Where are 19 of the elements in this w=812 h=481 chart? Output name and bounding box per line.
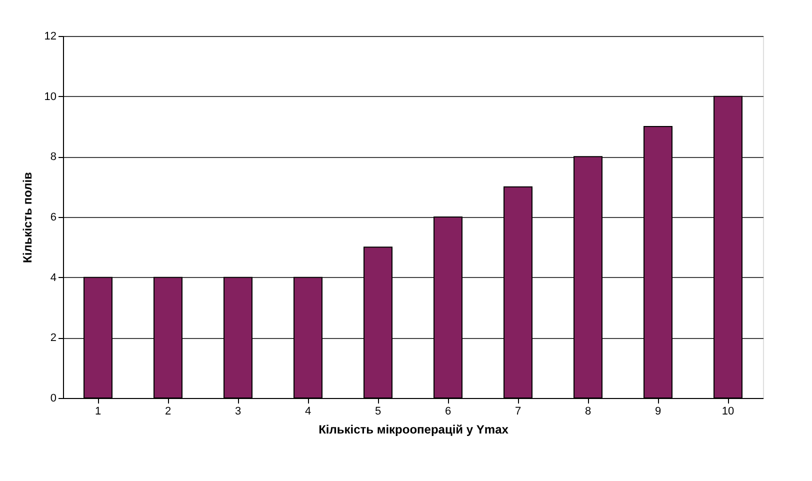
y-tick-label: 0 <box>50 392 56 404</box>
y-tick-label: 4 <box>50 272 56 284</box>
y-tick-label: 8 <box>50 151 56 164</box>
x-tick-label: 5 <box>374 406 382 418</box>
y-tick-label: 2 <box>50 332 56 344</box>
x-axis-title: Кількість мікрооперацій у Ymax <box>318 422 509 436</box>
x-tick-label: 10 <box>722 406 734 418</box>
y-tick-label: 12 <box>44 30 56 42</box>
x-tick-label: 7 <box>514 406 522 418</box>
x-tick-label: 2 <box>164 406 172 418</box>
x-tick-label: 9 <box>654 406 662 418</box>
y-tick-label: 10 <box>44 90 56 103</box>
x-tick-label: 4 <box>304 406 312 418</box>
x-tick-label: 1 <box>94 406 102 418</box>
x-tick-label: 3 <box>234 406 242 418</box>
x-tick-label: 6 <box>444 406 452 418</box>
y-axis-title: Кількість полів <box>20 172 34 263</box>
x-tick-label: 8 <box>584 406 592 418</box>
y-tick-label: 6 <box>50 212 56 224</box>
